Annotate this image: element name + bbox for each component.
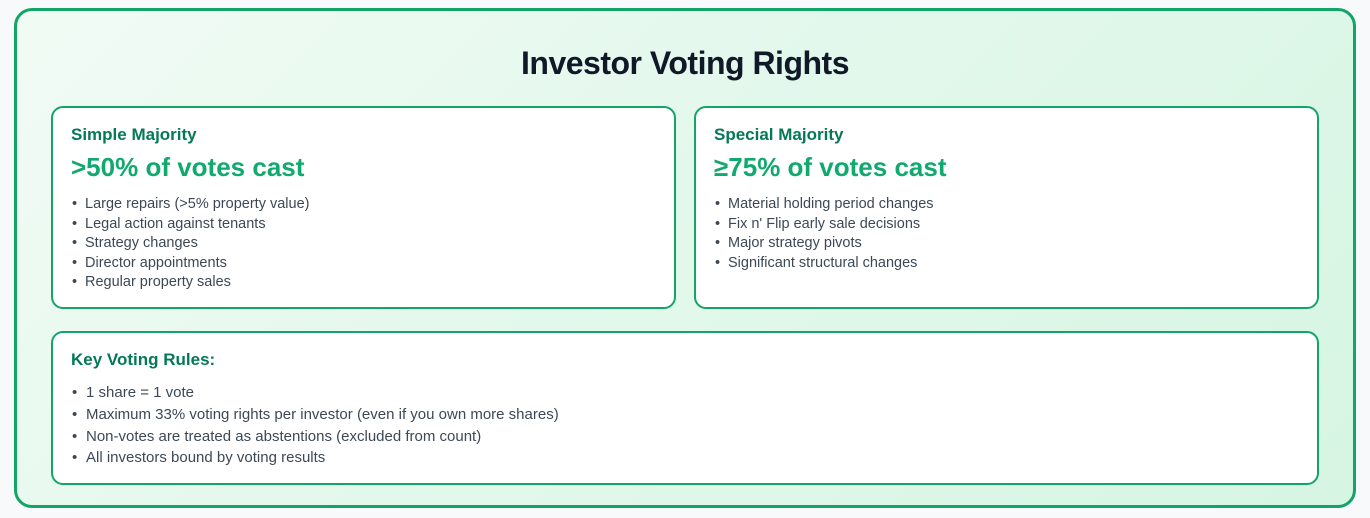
- key-voting-rules-list: 1 share = 1 voteMaximum 33% voting right…: [71, 382, 1297, 469]
- simple-majority-threshold: >50% of votes cast: [71, 152, 305, 182]
- special-majority-heading: Special Majority: [714, 125, 844, 144]
- list-item: Strategy changes: [71, 234, 656, 254]
- special-majority-threshold: ≥75% of votes cast: [714, 152, 947, 182]
- list-item: Maximum 33% voting rights per investor (…: [71, 404, 1297, 426]
- list-item: Material holding period changes: [714, 195, 1299, 215]
- threshold-cards-row: Simple Majority >50% of votes cast Large…: [51, 106, 1319, 309]
- list-item: Director appointments: [71, 254, 656, 274]
- simple-majority-list: Large repairs (>5% property value)Legal …: [71, 195, 656, 293]
- list-item: Significant structural changes: [714, 254, 1299, 274]
- list-item: Regular property sales: [71, 273, 656, 293]
- list-item: Fix n' Flip early sale decisions: [714, 215, 1299, 235]
- voting-rights-panel: Investor Voting Rights Simple Majority >…: [14, 8, 1356, 508]
- page-title: Investor Voting Rights: [521, 45, 849, 81]
- list-item: 1 share = 1 vote: [71, 382, 1297, 404]
- key-voting-rules-heading: Key Voting Rules:: [71, 349, 216, 369]
- key-voting-rules-card: Key Voting Rules: 1 share = 1 voteMaximu…: [51, 330, 1319, 486]
- special-majority-list: Material holding period changesFix n' Fl…: [714, 195, 1299, 273]
- list-item: Non-votes are treated as abstentions (ex…: [71, 426, 1297, 448]
- simple-majority-heading: Simple Majority: [71, 125, 197, 144]
- special-majority-card: Special Majority ≥75% of votes cast Mate…: [694, 106, 1319, 309]
- simple-majority-card: Simple Majority >50% of votes cast Large…: [51, 106, 676, 309]
- list-item: Large repairs (>5% property value): [71, 195, 656, 215]
- list-item: Major strategy pivots: [714, 234, 1299, 254]
- list-item: Legal action against tenants: [71, 215, 656, 235]
- list-item: All investors bound by voting results: [71, 447, 1297, 469]
